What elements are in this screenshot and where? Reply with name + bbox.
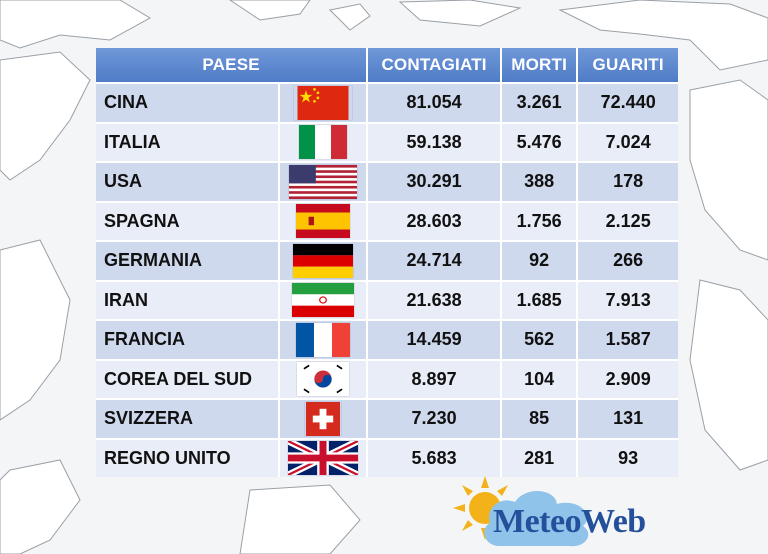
infected-value: 21.638 [368,279,502,319]
recovered-value: 131 [578,398,678,438]
table-row: IRAN 21.638 1.685 7.913 [96,279,678,319]
header-recovered: GUARITI [578,48,678,82]
table-row: ITALIA 59.138 5.476 7.024 [96,121,678,161]
header-deaths: MORTI [501,48,579,82]
deaths-value: 92 [501,240,579,280]
recovered-value: 2.125 [578,200,678,240]
iran-flag-icon [291,283,354,318]
infected-value: 59.138 [368,121,502,161]
spain-flag-icon [295,204,350,239]
table-row: REGNO UNITO 5.683 281 93 [96,437,678,477]
china-flag-icon [297,85,349,120]
header-country: PAESE [96,48,369,82]
infected-value: 14.459 [368,319,502,359]
table-row: USA 30.291 388 178 [96,161,678,201]
recovered-value: 72.440 [578,82,678,122]
deaths-value: 562 [501,319,579,359]
table-row: CINA 81.054 3.261 72.440 [96,82,678,122]
germany-flag-icon [292,243,353,278]
deaths-value: 1.685 [501,279,579,319]
country-name: FRANCIA [96,319,280,359]
country-name: REGNO UNITO [96,437,280,477]
table-row: SPAGNA 28.603 1.756 2.125 [96,200,678,240]
deaths-value: 281 [501,437,579,477]
infected-value: 7.230 [368,398,502,438]
table-row: COREA DEL SUD 8.897 104 2.909 [96,358,678,398]
table-row: FRANCIA 14.459 562 1.587 [96,319,678,359]
infected-value: 30.291 [368,161,502,201]
meteoweb-logo-graphic [453,476,589,547]
country-name: SVIZZERA [96,398,280,438]
deaths-value: 388 [501,161,579,201]
country-name: SPAGNA [96,200,280,240]
deaths-value: 1.756 [501,200,579,240]
usa-flag-icon [288,164,357,199]
switzerland-flag-icon [305,401,340,436]
country-name: COREA DEL SUD [96,358,280,398]
header-infected: CONTAGIATI [368,48,502,82]
italy-flag-icon [298,125,347,160]
data-table: PAESE CONTAGIATI MORTI GUARITI CINA 81.0… [96,48,678,477]
meteoweb-logo-text: MeteoWeb [493,503,646,540]
recovered-value: 2.909 [578,358,678,398]
recovered-value: 178 [578,161,678,201]
table-row: GERMANIA 24.714 92 266 [96,240,678,280]
table-header-row: PAESE CONTAGIATI MORTI GUARITI [96,48,678,82]
recovered-value: 7.024 [578,121,678,161]
country-name: GERMANIA [96,240,280,280]
deaths-value: 3.261 [501,82,579,122]
country-name: ITALIA [96,121,280,161]
infected-value: 24.714 [368,240,502,280]
france-flag-icon [295,322,350,357]
infected-value: 5.683 [368,437,502,477]
infected-value: 8.897 [368,358,502,398]
recovered-value: 7.913 [578,279,678,319]
covid-table: PAESE CONTAGIATI MORTI GUARITI CINA 81.0… [96,48,678,477]
infected-value: 28.603 [368,200,502,240]
deaths-value: 5.476 [501,121,579,161]
recovered-value: 1.587 [578,319,678,359]
country-name: IRAN [96,279,280,319]
deaths-value: 104 [501,358,579,398]
recovered-value: 93 [578,437,678,477]
country-name: CINA [96,82,280,122]
uk-flag-icon [287,441,358,476]
recovered-value: 266 [578,240,678,280]
infected-value: 81.054 [368,82,502,122]
deaths-value: 85 [501,398,579,438]
table-row: SVIZZERA 7.230 85 131 [96,398,678,438]
country-name: USA [96,161,280,201]
south-korea-flag-icon [296,362,349,397]
